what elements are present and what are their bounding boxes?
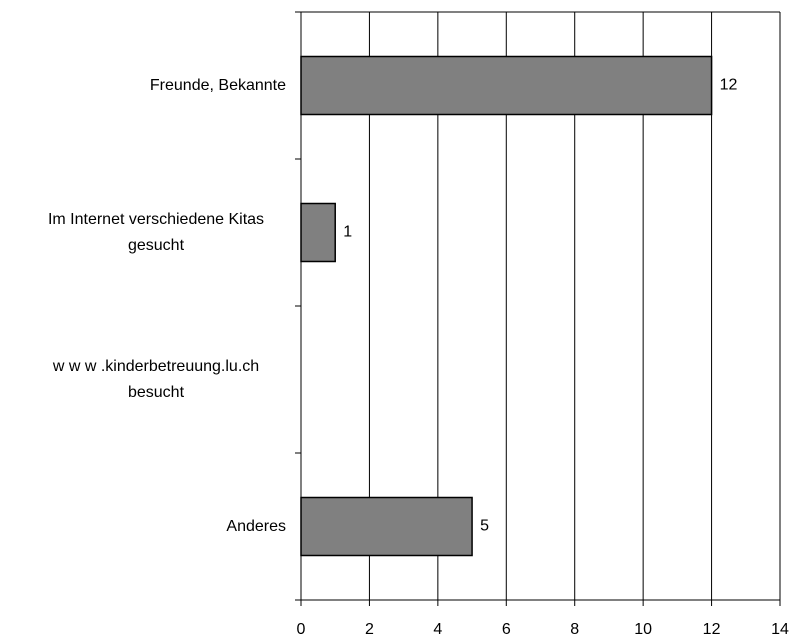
- y-tick-label-box: Freunde, Bekannte: [0, 56, 286, 116]
- x-tick-label: 2: [365, 621, 374, 638]
- x-tick-label: 4: [433, 621, 442, 638]
- y-tick-label-box: Anderes: [0, 497, 286, 557]
- x-tick-label: 8: [570, 621, 579, 638]
- y-tick-label: Im Internet verschiedene Kitas gesucht: [47, 210, 265, 254]
- y-tick-label-box: Im Internet verschiedene Kitas gesucht: [0, 203, 286, 263]
- data-label: 1: [343, 224, 352, 241]
- y-tick-label-box: w w w .kinderbetreuung.lu.ch besucht: [0, 350, 286, 410]
- data-label: 5: [480, 518, 489, 535]
- x-tick-label: 6: [502, 621, 511, 638]
- bar: [300, 55, 713, 116]
- x-tick-label: 0: [297, 621, 306, 638]
- bar: [300, 496, 473, 557]
- x-tick-label: 12: [703, 621, 721, 638]
- y-tick-label: Freunde, Bekannte: [149, 76, 286, 94]
- data-label: 12: [720, 77, 738, 94]
- y-tick-label: w w w .kinderbetreuung.lu.ch besucht: [52, 357, 260, 401]
- x-tick-label: 10: [634, 621, 652, 638]
- bar: [300, 202, 336, 263]
- x-tick-label: 14: [771, 621, 789, 638]
- y-tick-label: Anderes: [226, 517, 286, 535]
